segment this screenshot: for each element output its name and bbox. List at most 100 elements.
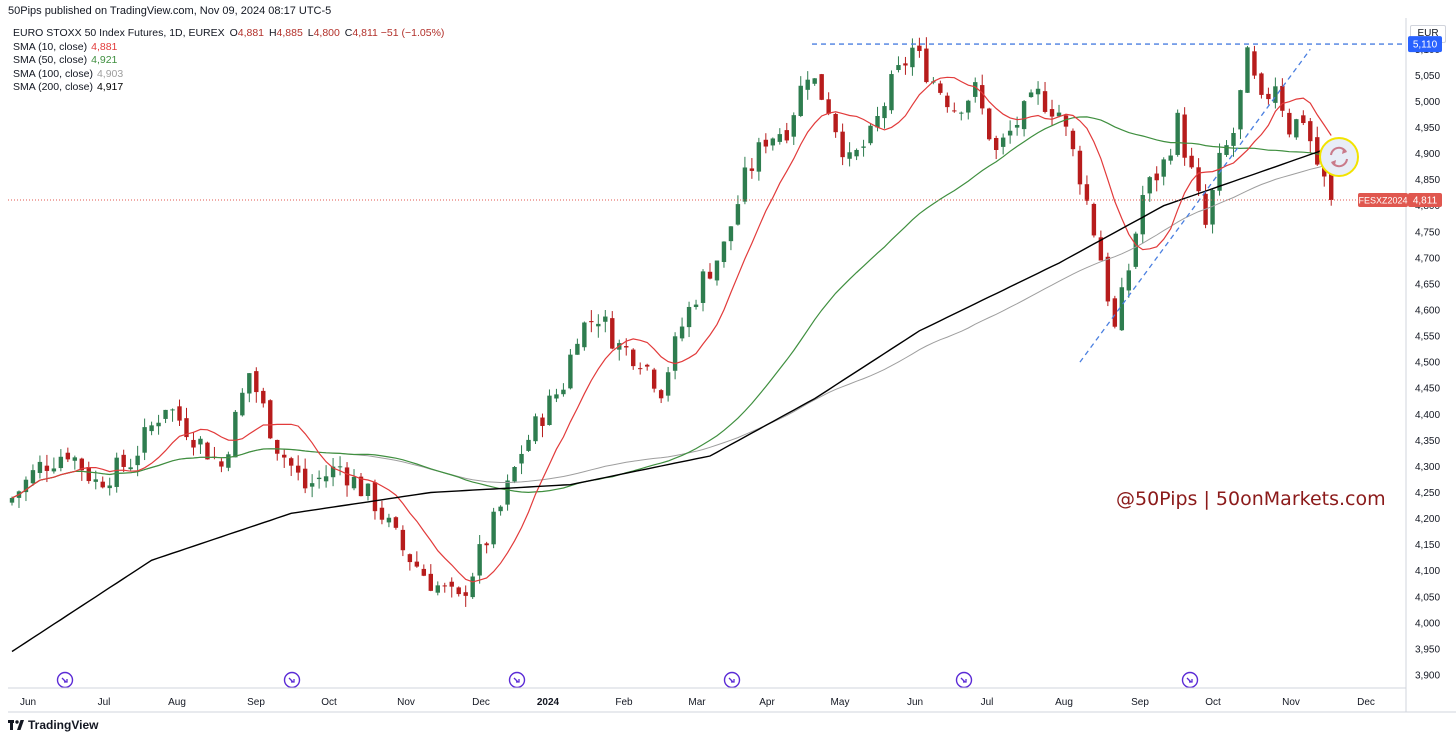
candle: [854, 148, 859, 161]
candle: [1224, 140, 1229, 157]
candle-body: [205, 442, 210, 460]
candle-body: [658, 390, 664, 399]
candle: [1315, 126, 1320, 166]
overlay-layer: @50Pips | 50onMarkets.com: [8, 43, 1406, 689]
candle: [198, 436, 203, 454]
sma-10-row[interactable]: SMA (10, close) 4,881: [13, 41, 444, 55]
candle-body: [365, 483, 371, 497]
candle-body: [261, 390, 266, 404]
candle: [1105, 252, 1111, 307]
candle-body: [903, 63, 908, 66]
candle: [938, 80, 943, 95]
y-tick-label: 4,200: [1415, 514, 1440, 525]
candle-body: [1175, 112, 1180, 155]
candle-body: [142, 427, 147, 453]
event-marker-icon[interactable]: [56, 671, 74, 689]
high-label: H: [268, 27, 277, 39]
candles-layer: [9, 37, 1334, 607]
candle: [1133, 231, 1138, 270]
candle-body: [847, 152, 852, 159]
event-marker-icon[interactable]: [1181, 671, 1199, 689]
event-marker-icon[interactable]: [508, 671, 526, 689]
candle: [114, 452, 119, 493]
candle: [798, 76, 803, 118]
event-marker-arrow: [513, 677, 520, 683]
candle: [107, 477, 112, 496]
candle: [596, 314, 601, 338]
candle-body: [456, 587, 461, 595]
event-marker-icon[interactable]: [723, 671, 741, 689]
candle: [721, 241, 727, 268]
y-tick-label: 4,850: [1415, 175, 1440, 186]
candle: [316, 470, 322, 489]
event-marker-arrow: [61, 677, 68, 683]
candle-body: [763, 139, 769, 147]
candle: [79, 457, 84, 481]
candle: [987, 107, 992, 141]
chart-legend: EURO STOXX 50 Index Futures, 1D, EUREX O…: [13, 27, 444, 95]
candle-body: [582, 322, 587, 348]
candle: [1189, 147, 1194, 169]
candle-body: [247, 373, 252, 394]
candle: [142, 418, 147, 461]
candle-body: [693, 304, 699, 308]
candle: [1035, 81, 1041, 105]
symbol-tag-label: FESXZ2024: [1358, 195, 1407, 205]
candle: [407, 553, 413, 571]
candle-body: [442, 585, 447, 587]
candle: [1280, 78, 1285, 118]
sma-100-row[interactable]: SMA (100, close) 4,903: [13, 68, 444, 82]
tradingview-logo[interactable]: TradingView: [8, 718, 98, 732]
candle-body: [777, 134, 782, 142]
candle: [973, 77, 978, 103]
candle-body: [861, 146, 866, 148]
candle: [86, 461, 91, 484]
candle-body: [351, 476, 357, 489]
candle: [302, 458, 308, 494]
candle: [693, 299, 699, 310]
high-value: 4,885: [276, 27, 303, 39]
candle-body: [980, 85, 985, 109]
candle-body: [644, 364, 650, 367]
candle-body: [226, 454, 231, 468]
y-tick-label: 5,050: [1415, 71, 1440, 82]
last-price-tag: [1408, 192, 1442, 207]
candle-body: [1273, 86, 1278, 103]
event-marker-icon[interactable]: [283, 671, 301, 689]
candle-body: [149, 425, 154, 432]
candle-body: [1280, 85, 1285, 111]
sma-200-row[interactable]: SMA (200, close) 4,917: [13, 81, 444, 95]
candle: [610, 311, 615, 350]
y-tick-label: 4,450: [1415, 384, 1440, 395]
candle: [742, 156, 748, 205]
candle: [547, 389, 552, 426]
candle: [1182, 107, 1187, 166]
resistance-price-tag: [1408, 36, 1442, 53]
y-tick-label: 4,150: [1415, 540, 1440, 551]
event-marker-icon[interactable]: [955, 671, 973, 689]
candle: [791, 112, 796, 145]
candle: [254, 367, 259, 403]
candle-body: [596, 323, 601, 327]
candle-body: [575, 343, 580, 355]
candle-body: [1035, 88, 1041, 95]
candle-body: [289, 458, 294, 466]
sma-layer: [11, 76, 1332, 653]
candle-body: [1224, 145, 1229, 155]
candle-body: [58, 456, 64, 469]
candle: [686, 301, 692, 338]
candle: [945, 92, 950, 113]
refresh-icon[interactable]: [1319, 137, 1359, 177]
sma-50-row[interactable]: SMA (50, close) 4,921: [13, 54, 444, 68]
candle-body: [114, 457, 119, 487]
candle-body: [1042, 91, 1048, 112]
candle: [896, 56, 901, 73]
candle: [554, 388, 559, 403]
x-tick-label: Jul: [98, 697, 111, 708]
symbol-row[interactable]: EURO STOXX 50 Index Futures, 1D, EUREX O…: [13, 27, 444, 41]
candle-body: [1077, 150, 1083, 185]
candle: [435, 581, 440, 596]
candle-body: [1070, 130, 1076, 150]
candle: [665, 366, 671, 402]
